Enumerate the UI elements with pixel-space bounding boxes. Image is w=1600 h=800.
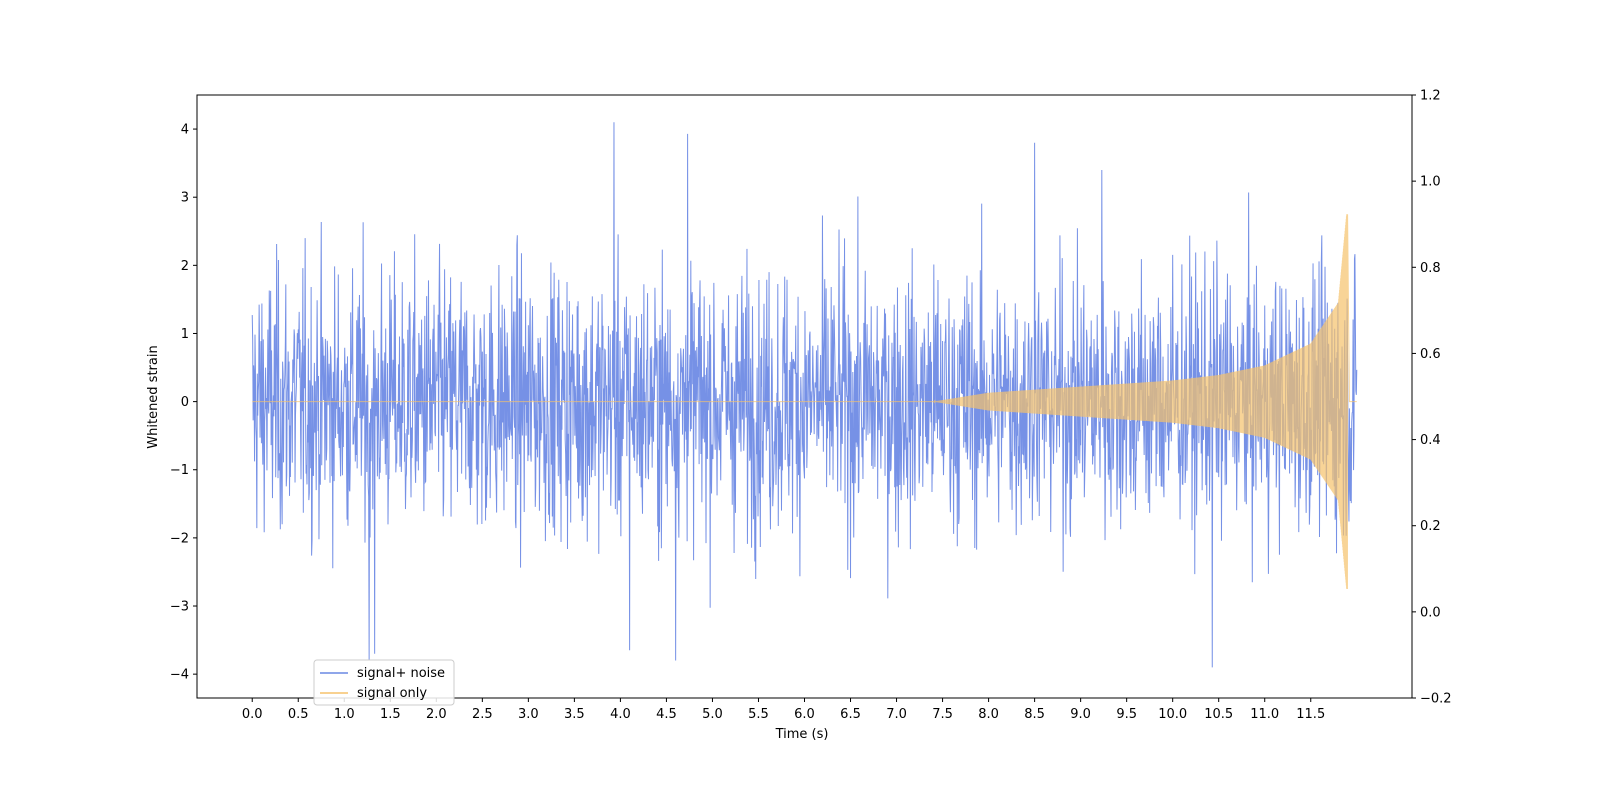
y-axis-title: Whitened strain	[146, 345, 161, 448]
y2-tick-label: 0.4	[1420, 433, 1441, 448]
series-line-signal-only	[252, 214, 1357, 589]
x-tick-label: 4.5	[656, 707, 677, 722]
x-tick-label: 5.0	[702, 707, 723, 722]
legend-box	[313, 659, 455, 706]
y-tick-label: 1	[181, 327, 189, 342]
y-tick-label: 4	[181, 123, 189, 138]
x-tick-label: 1.0	[334, 707, 355, 722]
x-tick-label: 3.0	[518, 707, 539, 722]
x-axis: 0.0 0.5 1.0 1.5 2.0 2.5 3.0 3.5 4.0 4.5 5.0 5.5 6.0 6…	[242, 698, 1325, 722]
x-tick-label: 7.5	[932, 707, 953, 722]
y-axis-right: −0.2 0.0 0.2 0.4 0.6 0.8 1.0 1.2	[1412, 89, 1452, 707]
series-layer	[251, 122, 1358, 668]
x-tick-label: 11.0	[1250, 707, 1279, 722]
x-tick-label: 5.5	[748, 707, 769, 722]
y2-tick-label: 0.8	[1420, 261, 1441, 276]
y-tick-label: 3	[181, 191, 189, 206]
x-axis-title: Time (s)	[775, 727, 829, 742]
x-tick-label: 0.5	[288, 707, 309, 722]
y2-tick-label: −0.2	[1420, 692, 1452, 707]
y2-tick-label: 0.0	[1420, 605, 1441, 620]
legend: signal+ noise signal only	[313, 659, 455, 706]
x-tick-label: 10.0	[1158, 707, 1187, 722]
x-tick-label: 2.5	[472, 707, 493, 722]
y-tick-label: −2	[170, 531, 189, 546]
x-tick-label: 8.0	[978, 707, 999, 722]
y2-tick-label: 0.2	[1420, 519, 1441, 534]
y2-tick-label: 1.2	[1420, 89, 1441, 104]
y-tick-label: −3	[170, 600, 189, 615]
y-axis-left: −4 −3 −2 −1 0 1 2 3 4	[170, 123, 197, 683]
x-tick-label: 0.0	[242, 707, 263, 722]
series-line-signal-noise	[251, 122, 1358, 668]
x-tick-label: 8.5	[1024, 707, 1045, 722]
y2-tick-label: 1.0	[1420, 175, 1441, 190]
y-tick-label: −1	[170, 463, 189, 478]
x-tick-label: 4.0	[610, 707, 631, 722]
x-tick-label: 1.5	[380, 707, 401, 722]
x-tick-label: 3.5	[564, 707, 585, 722]
x-tick-label: 2.0	[426, 707, 447, 722]
legend-label-signal-noise: signal+ noise	[357, 666, 445, 681]
x-tick-label: 6.0	[794, 707, 815, 722]
legend-label-signal-only: signal only	[357, 686, 427, 701]
x-tick-label: 11.5	[1296, 707, 1325, 722]
x-tick-label: 9.5	[1116, 707, 1137, 722]
x-tick-label: 7.0	[886, 707, 907, 722]
y2-tick-label: 0.6	[1420, 347, 1441, 362]
x-tick-label: 10.5	[1204, 707, 1233, 722]
x-tick-label: 6.5	[840, 707, 861, 722]
y-tick-label: −4	[170, 668, 189, 683]
y-tick-label: 0	[181, 395, 189, 410]
x-tick-label: 9.0	[1070, 707, 1091, 722]
y-tick-label: 2	[181, 259, 189, 274]
